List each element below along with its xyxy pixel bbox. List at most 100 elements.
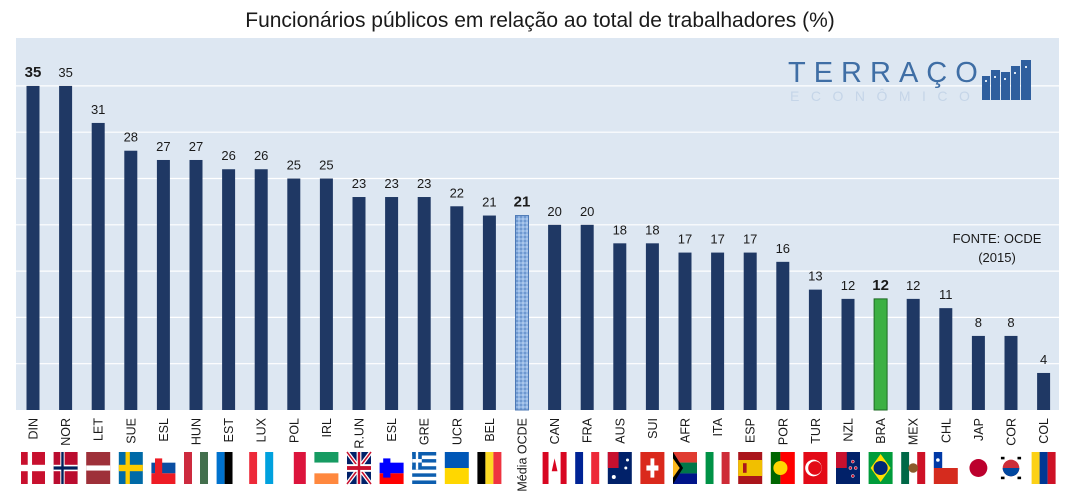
value-label-m-dia-ocde-15: 21 <box>514 194 531 211</box>
flag-can-16-icon <box>542 452 567 484</box>
category-label-por-23: POR <box>776 418 790 445</box>
flag-pol-8-icon <box>281 452 306 484</box>
bar-sue-3 <box>124 150 138 410</box>
value-label-por-23: 16 <box>776 241 790 256</box>
category-label-nzl-25: NZL <box>842 418 856 442</box>
category-label-afr-20: AFR <box>679 418 693 443</box>
value-label-esp-22: 17 <box>743 232 757 247</box>
bar-hun-5 <box>189 159 203 410</box>
bar-sui-19 <box>645 243 659 410</box>
bars <box>26 85 1051 411</box>
bar-ita-21 <box>711 252 725 410</box>
value-label-let-2: 31 <box>91 102 105 117</box>
category-label-sui-19: SUI <box>646 418 660 439</box>
category-label-let-2: LET <box>92 418 106 441</box>
bar-tur-24 <box>808 289 822 410</box>
flag-esl-4-icon <box>151 452 176 484</box>
flags <box>21 450 1056 486</box>
logo-main-text: TERRAÇO <box>788 57 986 89</box>
bar-est-6 <box>222 169 236 410</box>
bar-fra-17 <box>580 224 594 410</box>
flag-cor-30-icon <box>999 452 1023 484</box>
value-label-aus-18: 18 <box>613 222 627 237</box>
category-label-aus-18: AUS <box>613 418 627 444</box>
flag-chl-28-icon <box>933 452 958 484</box>
value-label-bra-26: 12 <box>872 277 889 294</box>
flag-aus-18-icon <box>607 452 632 484</box>
flag-esp-22-icon <box>738 452 763 484</box>
category-label-esl-4: ESL <box>157 418 171 442</box>
category-label-ucr-13: UCR <box>450 418 464 445</box>
category-label-lux-7: LUX <box>255 417 269 442</box>
source-note-line1: FONTE: OCDE <box>953 231 1042 246</box>
category-label-col-31: COL <box>1037 418 1051 444</box>
value-label-can-16: 20 <box>547 204 561 219</box>
flag-irl-9-icon <box>314 452 339 484</box>
category-label-nor-1: NOR <box>59 418 73 446</box>
value-label-bel-14: 21 <box>482 195 496 210</box>
category-label-ita-21: ITA <box>711 417 725 436</box>
value-label-mex-27: 12 <box>906 278 920 293</box>
flag-hun-5-icon <box>184 452 208 484</box>
bar-lux-7 <box>254 169 268 410</box>
bar-esl-4 <box>156 159 170 410</box>
category-label-pol-8: POL <box>287 418 301 443</box>
bar-m-dia-ocde-15 <box>515 215 529 411</box>
flag-ita-21-icon <box>705 452 730 484</box>
category-label-bra-26: BRA <box>874 417 888 443</box>
flag-bra-26-icon <box>868 452 893 484</box>
flag-mex-27-icon <box>901 452 926 484</box>
value-label-col-31: 4 <box>1040 352 1047 367</box>
bar-esp-22 <box>743 252 757 410</box>
bar-cor-30 <box>1004 335 1018 410</box>
value-label-fra-17: 20 <box>580 204 594 219</box>
bar-bel-14 <box>482 215 496 410</box>
category-label-jap-29: JAP <box>972 418 986 441</box>
chart-title: Funcionários públicos em relação ao tota… <box>245 9 835 32</box>
value-label-cor-30: 8 <box>1007 315 1014 330</box>
bar-chl-28 <box>939 308 953 410</box>
value-label-din-0: 35 <box>25 64 42 81</box>
bar-afr-20 <box>678 252 692 410</box>
flag-lux-7-icon <box>249 452 274 484</box>
bar-r-un-10 <box>352 197 366 410</box>
flag-let-2-icon <box>86 452 111 484</box>
category-label-din-0: DIN <box>27 418 41 440</box>
category-label-m-dia-ocde-15: Média OCDE <box>516 418 530 492</box>
category-label-r-un-10: R.UN <box>353 418 367 449</box>
bar-bra-26 <box>873 298 888 411</box>
bar-mex-27 <box>906 298 920 410</box>
flag-esl-11-icon <box>379 452 404 484</box>
category-label-tur-24: TUR <box>809 418 823 444</box>
category-label-mex-27: MEX <box>907 417 921 445</box>
source-note: FONTE: OCDE (2015) <box>953 231 1042 265</box>
flag-gre-12-icon <box>412 452 437 484</box>
category-label-sue-3: SUE <box>124 418 138 444</box>
flag-din-0-icon <box>21 452 45 484</box>
category-label-esp-22: ESP <box>744 418 758 443</box>
bar-pol-8 <box>287 178 301 410</box>
value-label-nor-1: 35 <box>58 65 72 80</box>
logo: TERRAÇO ECONÔMICO <box>788 57 1031 104</box>
flag-est-6-icon <box>216 452 241 484</box>
value-label-afr-20: 17 <box>678 232 692 247</box>
bar-din-0 <box>26 85 40 411</box>
category-label-esl-11: ESL <box>385 418 399 442</box>
flag-r-un-10-icon <box>345 450 373 486</box>
bar-nzl-25 <box>841 298 855 410</box>
flag-jap-29-icon <box>966 452 991 484</box>
value-label-chl-28: 11 <box>939 287 953 302</box>
value-label-lux-7: 26 <box>254 148 268 163</box>
flag-nzl-25-icon <box>836 452 860 484</box>
bar-gre-12 <box>417 197 431 410</box>
bar-irl-9 <box>319 178 333 410</box>
bar-por-23 <box>776 261 790 410</box>
category-label-irl-9: IRL <box>320 418 334 438</box>
value-labels: 35 35 31 28 27 27 26 26 25 25 23 23 23 22 21 21 20 20 18 18… <box>25 64 1048 367</box>
value-label-est-6: 26 <box>221 148 235 163</box>
bar-esl-11 <box>385 197 399 410</box>
value-label-gre-12: 23 <box>417 176 431 191</box>
value-label-ucr-13: 22 <box>450 185 464 200</box>
value-label-esl-11: 23 <box>384 176 398 191</box>
